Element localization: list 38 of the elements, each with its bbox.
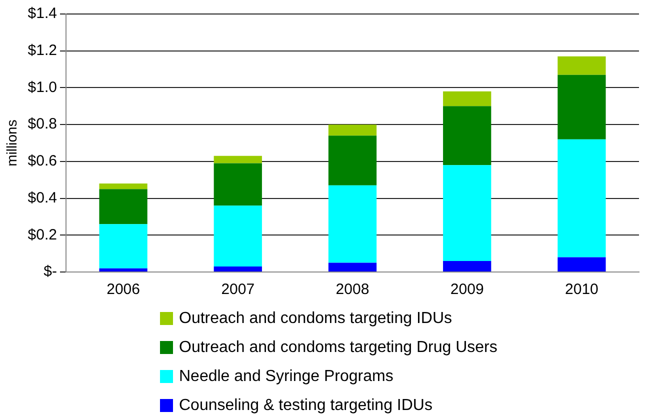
y-tick-label: $1.4 (28, 5, 57, 22)
y-tick-label: $1.0 (28, 78, 57, 96)
bar (558, 139, 606, 258)
legend-label: Needle and Syringe Programs (179, 368, 394, 386)
y-tick-label: $1.2 (28, 42, 57, 59)
legend-label: Counseling & testing targeting IDUs (179, 396, 432, 414)
x-tick-label: 2008 (336, 281, 370, 298)
x-tick-label: 2010 (565, 281, 598, 298)
bar (558, 56, 606, 75)
x-tick-label: 2007 (221, 281, 255, 298)
bar (99, 224, 148, 268)
y-tick-label: $0.2 (28, 226, 57, 244)
y-tick-label: $- (44, 263, 57, 280)
bar (443, 165, 492, 261)
bar (328, 136, 377, 186)
y-tick-label: $0.4 (28, 189, 57, 206)
bar (99, 268, 148, 272)
y-tick-label: $0.8 (28, 116, 57, 133)
legend-label: Outreach and condoms targeting IDUs (179, 310, 452, 328)
bar (443, 91, 492, 106)
bar (443, 260, 492, 272)
x-tick-label: 2006 (106, 281, 140, 298)
bar (99, 189, 148, 224)
bar (214, 156, 262, 164)
bar (328, 185, 377, 263)
bar (443, 106, 492, 166)
bar (214, 266, 262, 272)
x-tick-label: 2009 (450, 281, 484, 298)
bar (214, 206, 262, 266)
bar (214, 163, 262, 206)
bar (558, 257, 606, 272)
y-tick-label: $0.6 (28, 152, 57, 170)
legend-label: Outreach and condoms targeting Drug Users (179, 338, 498, 356)
bar (99, 184, 148, 190)
bar (328, 124, 377, 136)
bar (558, 74, 606, 140)
bar (328, 262, 377, 272)
y-axis-title: millions (3, 120, 20, 166)
